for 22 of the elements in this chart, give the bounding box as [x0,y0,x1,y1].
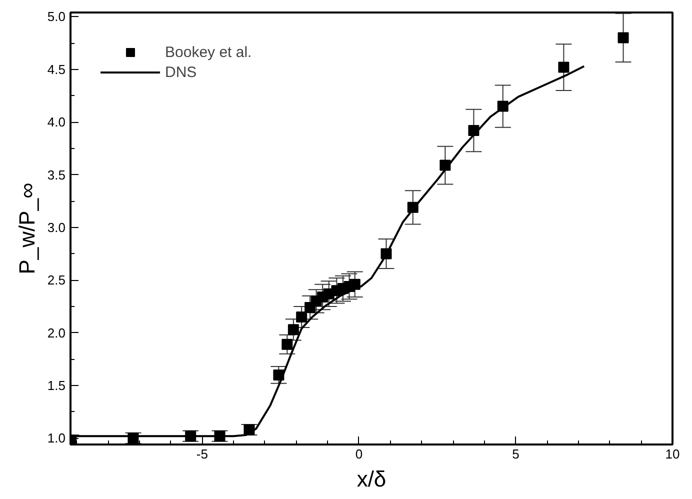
y-tick-label: 2.0 [47,325,66,340]
point [618,32,629,44]
y-tick-label: 3.5 [47,167,66,182]
y-axis-title: P_w/P_∞ [14,182,40,274]
y-tick-label: 5.0 [47,9,66,24]
y-tick-label: 1.0 [47,430,66,446]
y-tick-label: 4.5 [47,62,66,77]
y-tick-label: 1.5 [47,378,66,393]
x-axis-title: x/δ [356,466,386,492]
point [288,324,299,336]
point [282,338,293,350]
x-tick-label: 10 [665,446,680,462]
point [296,312,308,323]
point [558,62,570,73]
y-tick-label: 2.5 [47,272,66,288]
x-tick-label: 0 [355,446,363,462]
legend-label: Bookey et al. [165,44,252,60]
legend-label: DNS [165,64,197,80]
x-tick-label: -5 [196,446,208,462]
y-tick-label: 4.0 [47,114,66,130]
y-tick-label: 3.0 [47,220,66,235]
x-tick-label: 5 [512,446,520,462]
